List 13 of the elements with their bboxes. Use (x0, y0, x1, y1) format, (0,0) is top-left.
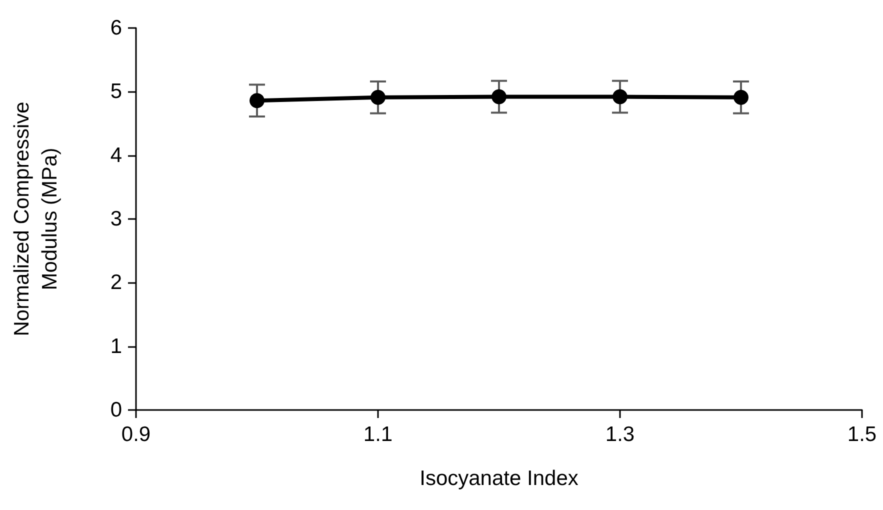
y-tick-label: 5 (110, 80, 122, 104)
y-tick-label: 3 (110, 208, 122, 230)
y-axis-title: Normalized Compressive Modulus (MPa) (10, 102, 62, 336)
y-tick-label: 6 (110, 16, 122, 40)
x-tick-label: 1.3 (605, 423, 635, 446)
x-tick-label: 1.5 (847, 423, 877, 446)
y-tick-label: 2 (110, 271, 122, 294)
x-tick-label: 0.9 (121, 423, 151, 446)
y-tick-label: 0 (110, 398, 122, 422)
x-axis-title: Isocyanate Index (420, 467, 579, 490)
x-tick-label: 1.1 (363, 423, 393, 446)
y-tick-label: 1 (110, 334, 122, 358)
y-tick-label: 4 (110, 144, 122, 167)
